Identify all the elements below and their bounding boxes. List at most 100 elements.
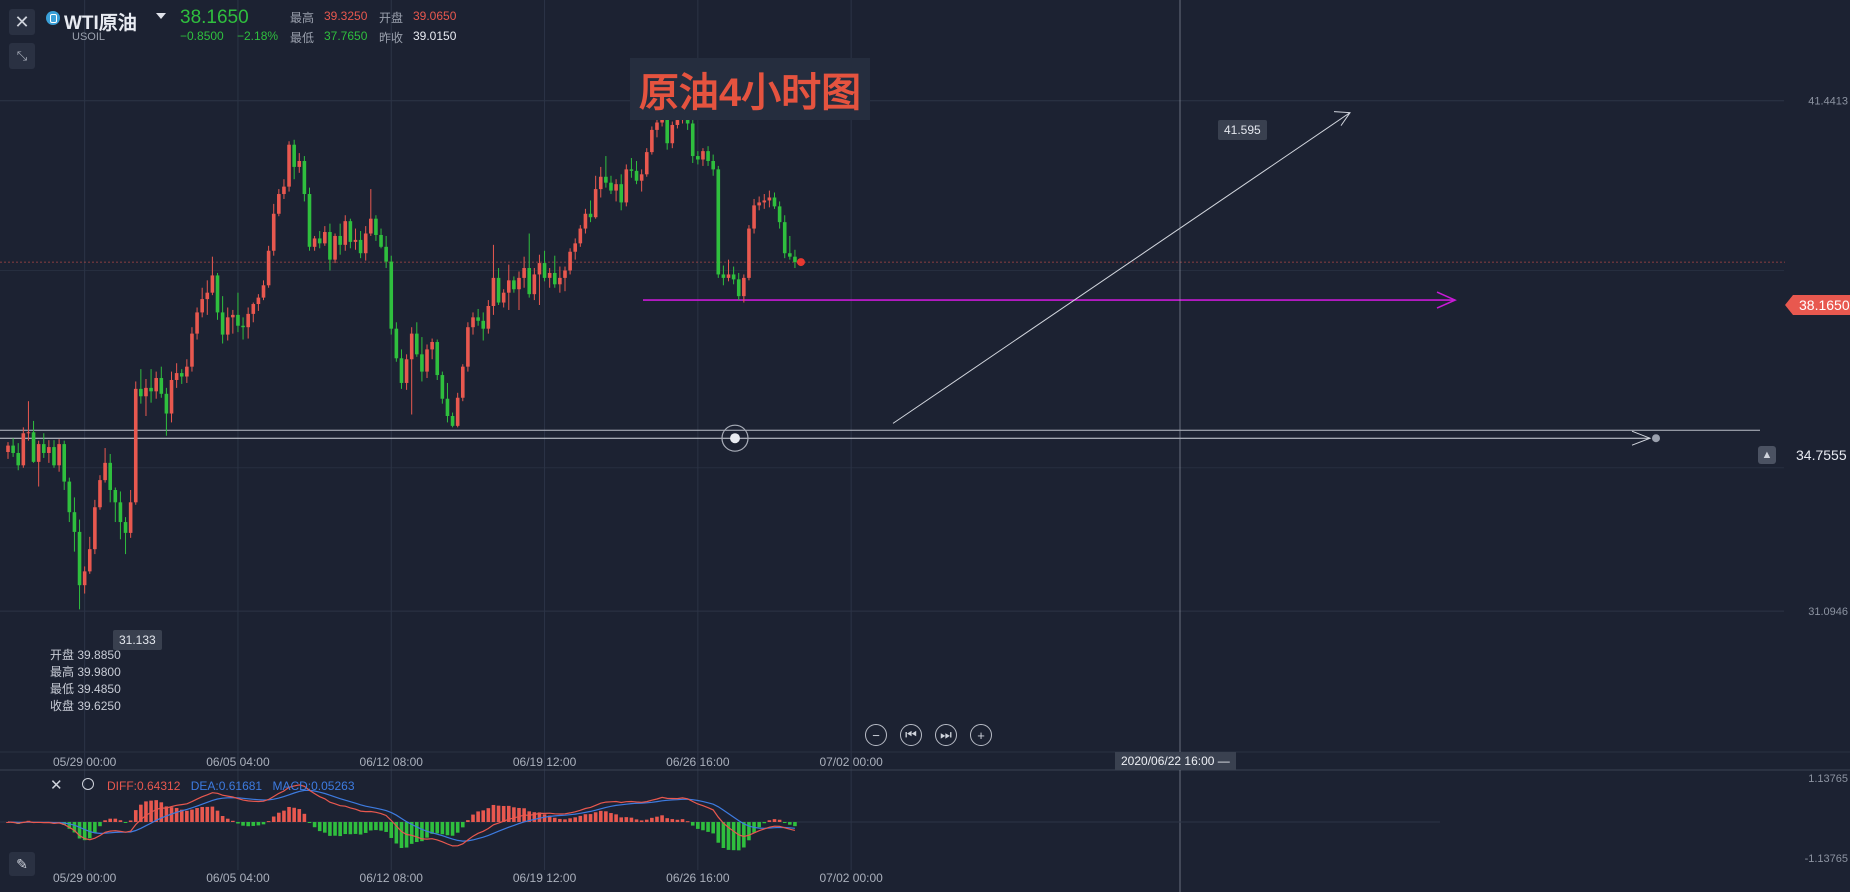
candle-body — [762, 200, 767, 203]
macd-histogram-bar — [670, 819, 675, 822]
candle-body — [52, 447, 56, 466]
symbol-header[interactable]: WTI原油 USOIL — [46, 8, 176, 44]
low-value: 37.7650 — [324, 29, 368, 43]
macd-close-icon[interactable]: ✕ — [50, 777, 63, 794]
skip-end-icon[interactable]: ⏭ — [935, 724, 957, 746]
skip-start-icon[interactable]: ⏮ — [900, 724, 922, 746]
zoom-out-icon[interactable]: − — [865, 724, 887, 746]
macd-histogram-bar — [251, 822, 256, 826]
macd-histogram-bar — [721, 822, 726, 849]
macd-histogram-bar — [542, 814, 547, 822]
candle-body — [522, 268, 526, 278]
macd-histogram-bar — [128, 820, 133, 822]
candle-body — [598, 176, 603, 190]
macd-histogram-bar — [430, 822, 434, 834]
x-tick-label-macd: 05/29 00:00 — [53, 871, 117, 885]
dropdown-caret-icon[interactable] — [156, 13, 166, 19]
macd-histogram-bar — [757, 822, 761, 828]
macd-histogram-bar — [113, 818, 118, 822]
macd-histogram-bar — [537, 812, 542, 822]
macd-histogram-bar — [103, 820, 107, 822]
macd-histogram-bar — [225, 818, 230, 822]
macd-histogram-bar — [716, 822, 721, 843]
candle-body — [317, 238, 322, 244]
candle-body — [486, 306, 491, 329]
candle-body — [87, 549, 92, 572]
candle-body — [82, 571, 87, 586]
candle-body — [200, 299, 204, 313]
candle-body — [67, 481, 72, 513]
macd-histogram-bar — [782, 822, 787, 823]
macd-histogram-bar — [563, 819, 567, 822]
macd-histogram-bar — [266, 821, 271, 823]
candle-body — [169, 379, 174, 414]
candle-body — [445, 398, 450, 416]
candle-body — [394, 328, 399, 359]
current-price-tag: 38.1650 — [1785, 295, 1850, 315]
macd-histogram-bar — [282, 810, 286, 822]
candle-body — [726, 274, 731, 278]
candle-body — [241, 325, 245, 328]
candle-body — [542, 263, 547, 278]
price-change: −0.8500 — [180, 29, 224, 43]
alert-price-tag[interactable]: 34.7555 — [1782, 445, 1850, 465]
macd-histogram-bar — [731, 822, 736, 851]
macd-legend: DIFF:0.64312 DEA:0.61681 MACD:0.05263 — [107, 779, 355, 793]
zoom-in-icon[interactable]: + — [970, 724, 992, 746]
macd-histogram-bar — [558, 818, 562, 822]
candle-body — [251, 304, 256, 314]
pencil-icon[interactable]: ✎ — [9, 852, 35, 876]
current-price-text: 38.1650 — [1799, 297, 1850, 313]
candle-body — [747, 228, 751, 278]
candle-body — [164, 393, 169, 414]
close-icon: ✕ — [14, 11, 30, 32]
macd-y-tick-label: -1.13765 — [1805, 853, 1848, 865]
macd-histogram-bar — [568, 818, 572, 822]
annotation-title[interactable]: 原油4小时图 — [630, 58, 870, 120]
settings-icon[interactable] — [82, 778, 94, 790]
drag-handle-inner — [730, 433, 740, 444]
candle-body — [190, 333, 194, 367]
x-tick-label: 06/19 12:00 — [513, 755, 577, 769]
candle-body — [742, 277, 746, 297]
macd-histogram-bar — [98, 822, 102, 827]
macd-histogram-bar — [777, 819, 782, 822]
candle-body — [450, 415, 455, 426]
collapse-button[interactable]: ⤡ — [9, 43, 35, 69]
candle-body — [665, 106, 669, 144]
candle-body — [195, 312, 199, 334]
macd-histogram-bar — [573, 817, 578, 822]
candle-body — [399, 358, 404, 383]
candle-body — [752, 205, 756, 229]
candle-body — [644, 152, 649, 175]
macd-histogram-bar — [185, 810, 189, 822]
candle-body — [425, 349, 429, 372]
candle-body — [675, 120, 680, 125]
x-tick-label: 06/05 04:00 — [206, 755, 270, 769]
macd-histogram-bar — [655, 816, 659, 822]
macd-histogram-bar — [598, 810, 603, 822]
candle-body — [624, 169, 629, 203]
candle-body — [77, 531, 82, 586]
macd-histogram-bar — [374, 822, 378, 831]
open-value: 39.0650 — [413, 9, 457, 23]
candle-body — [41, 444, 46, 453]
macd-histogram-bar — [593, 812, 598, 822]
macd-histogram-bar — [287, 806, 291, 822]
macd-histogram-bar — [118, 820, 123, 822]
macd-histogram-bar — [629, 817, 634, 822]
candle-body — [338, 235, 342, 245]
macd-histogram-bar — [501, 805, 506, 822]
candle-body — [220, 312, 225, 335]
macd-histogram-bar — [455, 822, 460, 833]
alarm-bell-icon[interactable]: ▲ — [1758, 446, 1776, 464]
macd-histogram-bar — [701, 822, 705, 831]
candle-body — [481, 320, 486, 329]
macd-histogram-bar — [650, 817, 654, 822]
candle-body — [333, 235, 337, 260]
macd-histogram-bar — [210, 806, 215, 822]
candle-body — [583, 213, 588, 229]
close-button[interactable]: ✕ — [9, 9, 35, 35]
candle-body — [353, 239, 358, 242]
